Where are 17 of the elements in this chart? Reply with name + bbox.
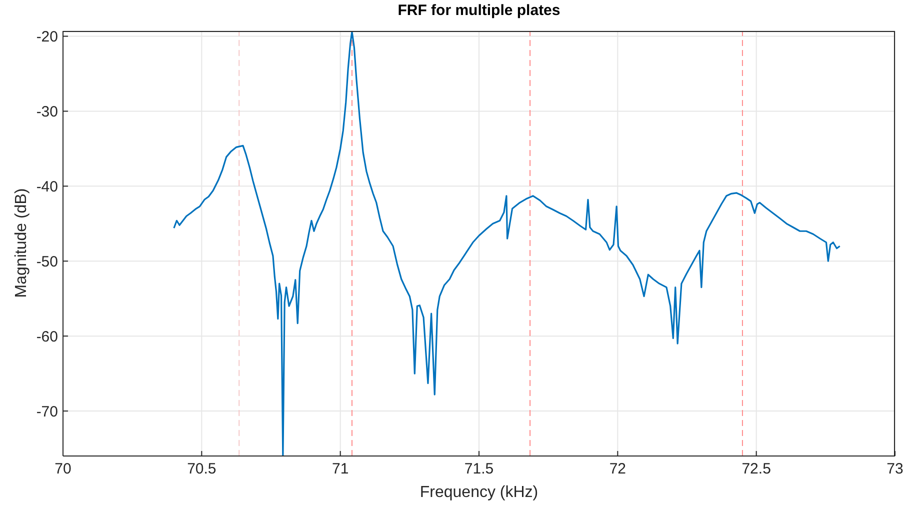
x-tick-label: 71: [332, 460, 349, 478]
x-tick-label: 70: [54, 460, 72, 478]
line-series: [173, 31, 841, 456]
x-tick-label: 70.5: [187, 460, 216, 478]
y-tick-label: -40: [36, 178, 58, 196]
x-axis-title: Frequency (kHz): [418, 484, 540, 502]
y-tick-label: -60: [36, 328, 58, 346]
y-tick-label: -20: [36, 28, 58, 46]
y-tick-label: -30: [36, 104, 58, 121]
x-tick-label: 73: [886, 460, 904, 478]
x-tick-label: 71.5: [464, 460, 494, 478]
y-tick-label: -70: [36, 403, 58, 420]
x-tick-label: 72.5: [742, 460, 771, 478]
chart-title: FRF for multiple plates: [396, 2, 562, 19]
x-tick-label: 72: [609, 460, 626, 478]
y-axis-title: Magnitude (dB): [13, 188, 31, 298]
y-tick-label: -50: [36, 253, 58, 270]
